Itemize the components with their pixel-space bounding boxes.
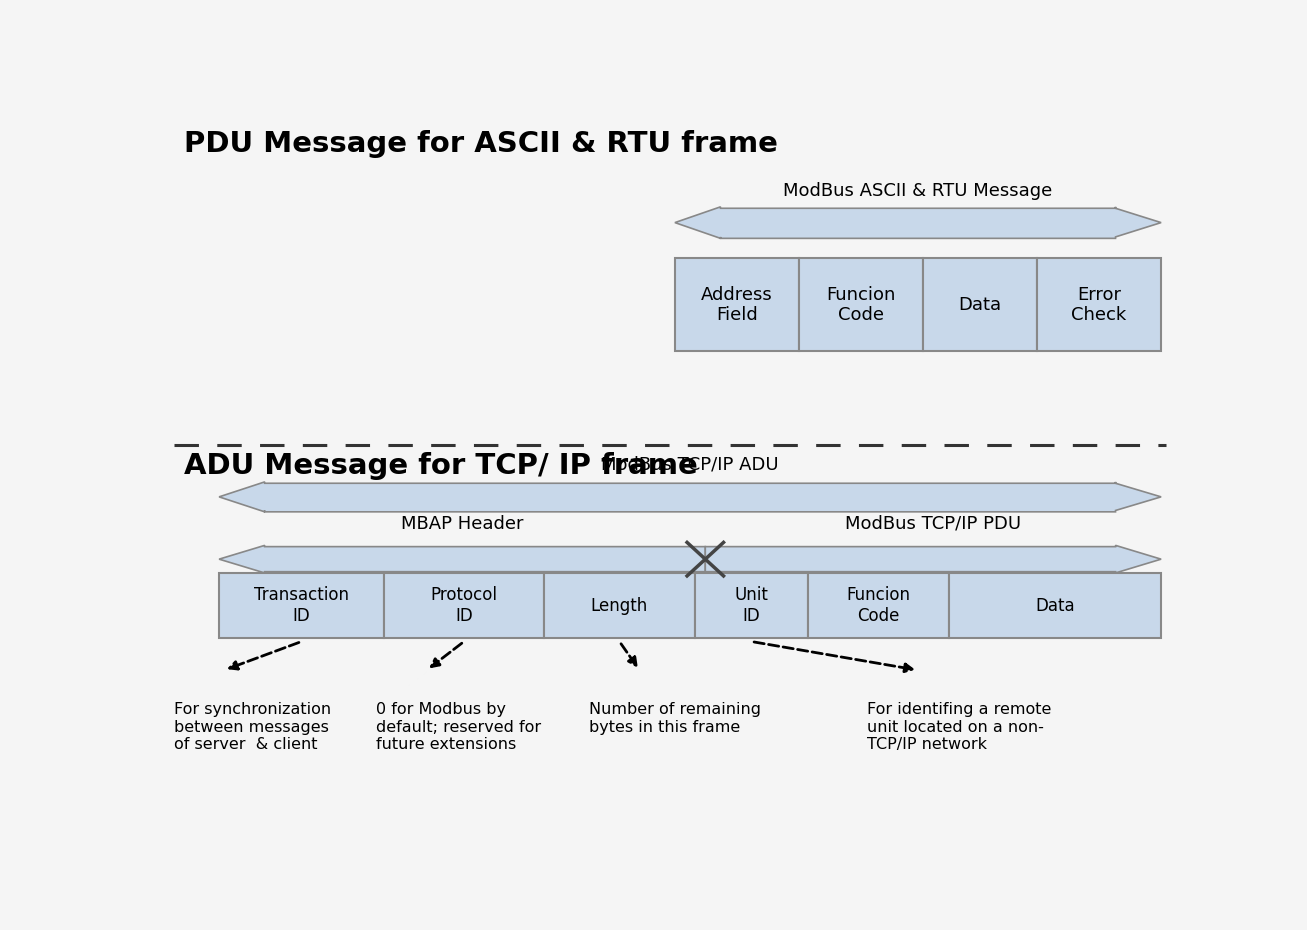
Bar bbox=[384, 574, 544, 638]
Polygon shape bbox=[674, 206, 1161, 238]
Text: Address
Field: Address Field bbox=[701, 286, 772, 325]
Text: Number of remaining
bytes in this frame: Number of remaining bytes in this frame bbox=[588, 702, 761, 735]
Text: For identifing a remote
unit located on a non-
TCP/IP network: For identifing a remote unit located on … bbox=[868, 702, 1052, 752]
Text: Length: Length bbox=[591, 597, 648, 615]
Polygon shape bbox=[220, 482, 1161, 512]
Text: 0 for Modbus by
default; reserved for
future extensions: 0 for Modbus by default; reserved for fu… bbox=[376, 702, 541, 752]
Bar bbox=[923, 259, 1038, 352]
Text: ModBus TCP/IP PDU: ModBus TCP/IP PDU bbox=[846, 515, 1021, 533]
Text: MBAP Header: MBAP Header bbox=[401, 515, 523, 533]
Text: ADU Message for TCP/ IP frame: ADU Message for TCP/ IP frame bbox=[183, 452, 698, 480]
Polygon shape bbox=[220, 545, 706, 573]
Text: Error
Check: Error Check bbox=[1072, 286, 1127, 325]
Text: PDU Message for ASCII & RTU frame: PDU Message for ASCII & RTU frame bbox=[183, 129, 778, 157]
Text: ModBus TCP/IP ADU: ModBus TCP/IP ADU bbox=[601, 456, 779, 473]
Text: Data: Data bbox=[1035, 597, 1074, 615]
Bar bbox=[695, 574, 808, 638]
Polygon shape bbox=[706, 545, 1161, 573]
Bar bbox=[799, 259, 923, 352]
Bar bbox=[949, 574, 1161, 638]
Text: Protocol
ID: Protocol ID bbox=[430, 586, 498, 625]
Text: ModBus ASCII & RTU Message: ModBus ASCII & RTU Message bbox=[783, 181, 1052, 200]
Bar bbox=[544, 574, 695, 638]
Bar bbox=[220, 574, 384, 638]
Bar bbox=[808, 574, 949, 638]
Text: Transaction
ID: Transaction ID bbox=[254, 586, 349, 625]
Text: For synchronization
between messages
of server  & client: For synchronization between messages of … bbox=[174, 702, 331, 752]
Bar bbox=[674, 259, 799, 352]
Text: Data: Data bbox=[958, 296, 1001, 314]
Text: Funcion
Code: Funcion Code bbox=[847, 586, 911, 625]
Text: Unit
ID: Unit ID bbox=[735, 586, 769, 625]
Text: Funcion
Code: Funcion Code bbox=[826, 286, 895, 325]
Bar bbox=[1038, 259, 1161, 352]
